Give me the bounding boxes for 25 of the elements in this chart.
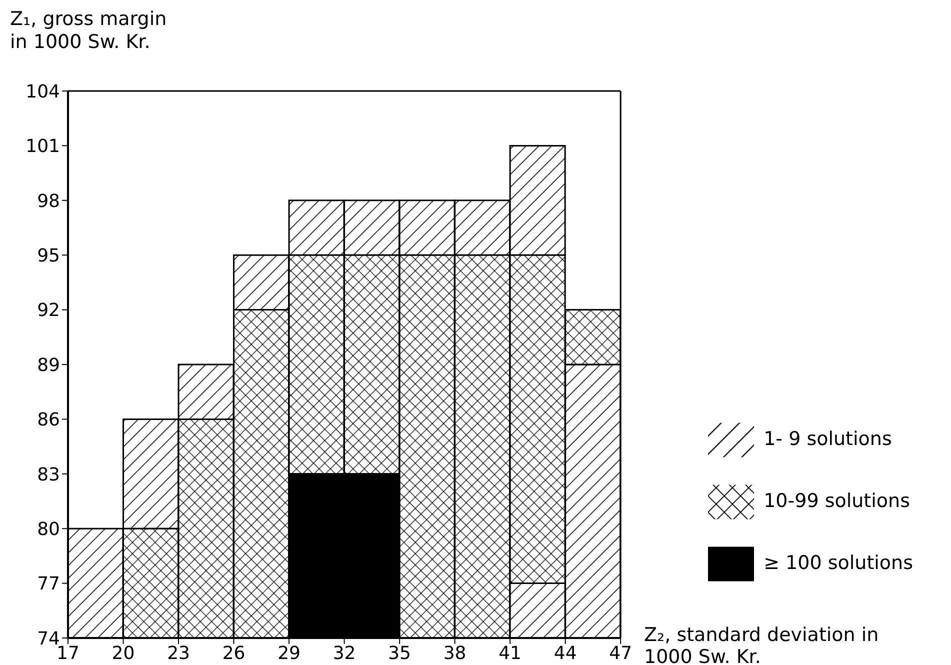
y-tick-label: 101 bbox=[26, 136, 60, 158]
x-tick-label: 38 bbox=[443, 642, 466, 664]
y-tick-label: 98 bbox=[37, 190, 60, 212]
x-tick-label: 32 bbox=[332, 642, 356, 664]
y-tick-label: 80 bbox=[37, 518, 60, 540]
y-tick-label: 83 bbox=[37, 464, 60, 486]
x-tick-label: 26 bbox=[222, 642, 246, 664]
legend-label: 10-99 solutions bbox=[764, 490, 910, 512]
y-tick-label: 89 bbox=[37, 354, 60, 376]
x-tick-label: 20 bbox=[112, 642, 135, 664]
x-axis-title: Z₂, standard deviation in 1000 Sw. Kr. bbox=[644, 624, 880, 665]
y-tick-label: 92 bbox=[37, 300, 60, 322]
x-tick-label: 47 bbox=[609, 642, 632, 664]
y-tick-label: 86 bbox=[37, 410, 60, 431]
legend-label: ≥ 100 solutions bbox=[764, 552, 913, 574]
x-tick-label: 29 bbox=[278, 642, 300, 664]
y-axis-title: Z₁, gross margin in 1000 Sw. Kr. bbox=[10, 8, 168, 54]
x-tick-label: 44 bbox=[554, 642, 577, 664]
legend-label: 1- 9 solutions bbox=[764, 428, 892, 450]
y-tick-label: 77 bbox=[37, 574, 60, 595]
x-tick-label: 23 bbox=[167, 642, 190, 664]
x-tick-label: 41 bbox=[498, 642, 522, 664]
x-tick-label: 35 bbox=[388, 642, 412, 664]
y-tick-label: 104 bbox=[26, 81, 60, 102]
y-tick-label: 95 bbox=[37, 245, 60, 266]
